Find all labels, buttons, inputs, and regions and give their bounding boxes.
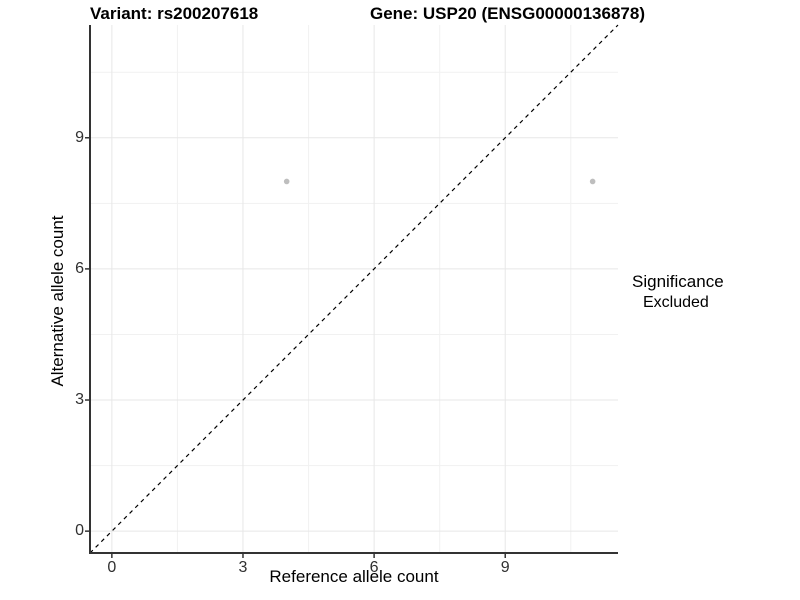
x-tick-label: 9	[500, 559, 510, 576]
excluded-point-icon	[632, 299, 639, 306]
x-tick-label: 0	[107, 559, 117, 576]
x-tick-label: 6	[369, 559, 379, 576]
legend-item-excluded: Excluded	[632, 293, 724, 312]
y-tick-label: 9	[75, 128, 84, 146]
y-tick-label: 0	[75, 522, 84, 540]
x-axis-title: Reference allele count	[269, 567, 439, 586]
identity-dashed-line	[89, 24, 619, 554]
y-axis-title: Alternative allele count	[48, 215, 67, 387]
data-point	[589, 178, 596, 185]
x-tick-label: 3	[238, 559, 248, 576]
legend-title: Significance	[632, 272, 724, 291]
legend-item-label: Excluded	[643, 294, 709, 311]
plot-title-gene: Gene: USP20 (ENSG00000136878)	[370, 4, 645, 23]
plot-title-variant: Variant: rs200207618	[90, 4, 259, 23]
y-tick-label: 6	[75, 259, 84, 277]
legend: Significance Excluded	[632, 272, 724, 312]
data-point	[283, 178, 290, 185]
y-tick-label: 3	[75, 391, 84, 409]
